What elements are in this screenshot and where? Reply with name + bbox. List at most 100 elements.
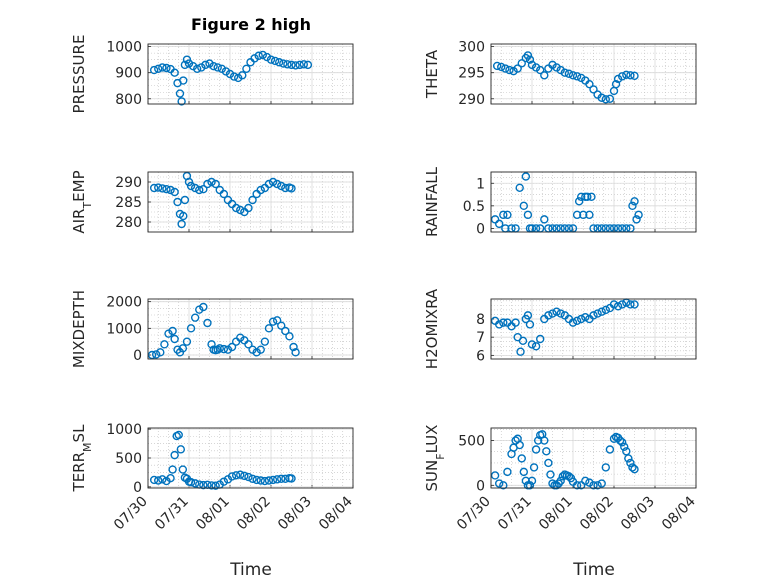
data-point [632, 215, 641, 224]
data-point [605, 445, 615, 454]
data-point [178, 344, 188, 353]
data-point [179, 211, 188, 221]
data-point [149, 65, 159, 75]
data-point [219, 477, 229, 486]
data-point [587, 192, 596, 202]
data-point [568, 71, 578, 80]
data-point [264, 476, 274, 485]
data-point [287, 60, 296, 70]
data-point [589, 85, 598, 94]
data-point [525, 481, 535, 490]
data-point [618, 72, 627, 81]
y-tick-label: 6 [476, 348, 485, 364]
data-point [624, 454, 633, 463]
data-point [182, 337, 192, 346]
y-tick-label: 0 [476, 478, 485, 494]
data-point [529, 463, 539, 472]
y-tick-label: 900 [115, 66, 142, 82]
data-point [266, 55, 276, 64]
data-point [517, 59, 526, 68]
data-point [287, 474, 296, 483]
y-tick-label: 0 [476, 221, 485, 237]
data-point [523, 311, 533, 320]
data-point [291, 348, 300, 357]
data-point [154, 476, 163, 485]
data-point [272, 316, 282, 325]
subplot-mixdepth: 0 1000 2000 MIXDEPTH [70, 290, 354, 368]
data-point [552, 481, 561, 490]
data-point [186, 478, 196, 487]
data-point [499, 318, 508, 327]
data-point [519, 201, 528, 211]
data-point [552, 307, 561, 316]
data-point [258, 50, 267, 60]
data-point [281, 326, 290, 336]
data-point [256, 476, 265, 485]
data-point [264, 179, 274, 189]
data-point [517, 454, 526, 463]
data-point [260, 476, 270, 486]
x-axis-title-left: Time [229, 560, 272, 580]
data-point [585, 79, 594, 89]
data-point [527, 340, 537, 349]
data-point [203, 318, 212, 328]
axes-box [147, 427, 354, 489]
data-point [149, 183, 159, 193]
y-tick-label: 300 [458, 40, 485, 56]
data-point [492, 61, 502, 71]
data-point [268, 177, 278, 187]
data-point [568, 318, 578, 327]
data-point [630, 300, 639, 309]
data-point [199, 184, 208, 194]
data-point [268, 317, 278, 326]
data-point [503, 467, 512, 477]
data-point [154, 183, 163, 192]
data-point [536, 334, 545, 344]
y-tick-label: 290 [115, 175, 142, 191]
data-point [201, 60, 210, 70]
y-tick-label: 7 [476, 330, 485, 346]
data-point [513, 64, 522, 73]
data-point [244, 203, 253, 213]
data-point [184, 177, 194, 187]
data-point [601, 463, 610, 472]
data-point [227, 342, 237, 352]
data-point [540, 436, 549, 445]
data-point [277, 321, 286, 330]
data-point [207, 340, 216, 349]
data-point [579, 210, 588, 220]
data-point [521, 476, 531, 486]
data-point [177, 97, 186, 106]
y-tick-label: 1000 [106, 40, 142, 56]
y-axis-label-subscript: M [81, 442, 94, 452]
data-point [190, 183, 200, 193]
data-point [601, 305, 610, 315]
data-point [536, 65, 545, 75]
data-point [158, 184, 167, 193]
y-axis-label-rest: SL [70, 424, 88, 443]
data-point [236, 205, 245, 215]
y-tick-label: 500 [458, 434, 485, 450]
data-point [628, 463, 637, 472]
y-tick-label: 500 [115, 451, 142, 467]
data-point [231, 471, 241, 480]
data-point [577, 481, 586, 490]
data-point [515, 183, 524, 192]
data-point [615, 436, 625, 445]
data-point [303, 60, 313, 70]
x-axis-title-right: Time [572, 560, 615, 580]
data-point [272, 179, 282, 189]
data-point [611, 79, 621, 89]
data-point [495, 479, 504, 488]
data-point [581, 476, 590, 486]
data-point [173, 197, 182, 207]
data-point [211, 481, 220, 490]
data-point [542, 447, 551, 456]
y-tick-label: 285 [115, 195, 142, 211]
data-point [174, 430, 183, 440]
y-axis-label: PRESSURE [70, 35, 88, 114]
data-point [618, 300, 627, 309]
axes-box [490, 171, 697, 233]
data-point [515, 440, 524, 450]
data-point [495, 320, 504, 329]
